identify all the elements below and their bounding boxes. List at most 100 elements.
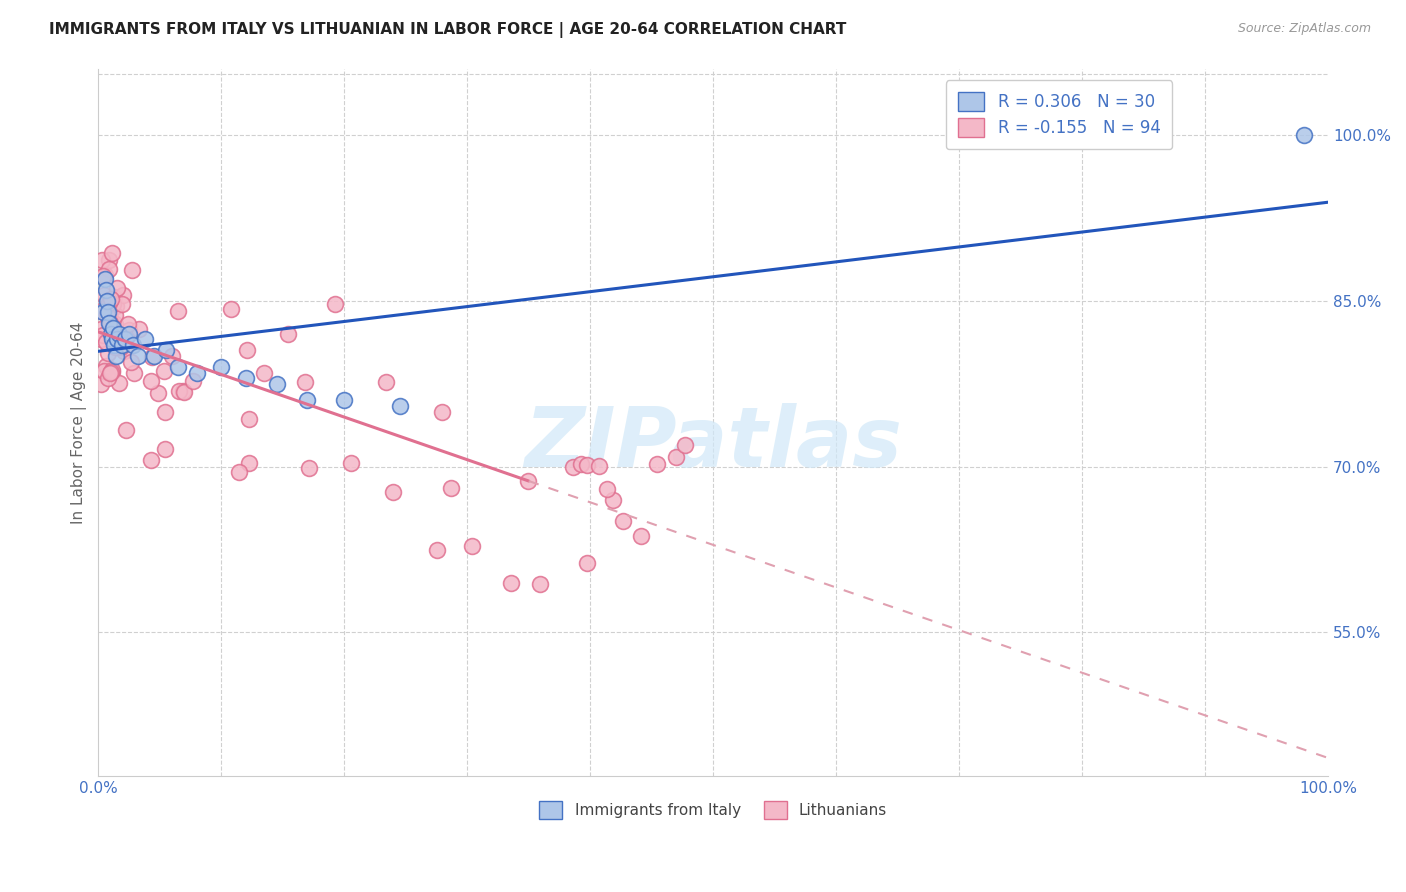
Point [602,493,624,508]
Point [115,423,138,437]
Point [277,326,299,341]
Point [104,299,127,313]
Point [105,281,128,295]
Point [209,360,232,375]
Point [153,442,176,456]
Point [108,326,131,341]
Point [101,333,124,347]
Point [173,384,195,399]
Point [155,404,177,418]
Point [98,253,121,268]
Point [96,293,118,308]
Point [93,364,115,378]
Point [112,343,135,358]
Text: Source: ZipAtlas.com: Source: ZipAtlas.com [1237,22,1371,36]
Point [100,326,122,341]
Point [340,457,363,471]
Point [98,366,121,380]
Point [100,292,122,306]
Point [517,474,540,488]
Point [562,459,585,474]
Point [382,485,405,500]
Point [118,326,141,341]
Point [103,290,125,304]
Point [374,375,396,389]
Point [111,338,134,352]
Point [139,374,162,388]
Point [94,335,117,350]
Y-axis label: In Labor Force | Age 20-64: In Labor Force | Age 20-64 [72,321,87,524]
Point [155,343,177,358]
Point [105,333,128,347]
Point [100,245,122,260]
Point [461,539,484,553]
Point [100,365,122,379]
Point [238,412,260,426]
Point [93,271,115,285]
Point [103,325,125,339]
Point [94,283,117,297]
Point [388,399,411,413]
Point [297,393,319,408]
Point [1292,128,1315,142]
Point [630,529,652,543]
Point [576,458,599,472]
Point [127,349,149,363]
Point [94,268,117,282]
Point [98,316,121,330]
Point [97,262,120,277]
Point [97,346,120,360]
Point [101,363,124,377]
Point [596,482,619,496]
Point [576,557,599,571]
Point [96,309,118,323]
Point [98,317,121,331]
Point [569,457,592,471]
Point [103,338,125,352]
Point [101,325,124,339]
Point [104,309,127,323]
Point [93,328,115,343]
Point [426,542,449,557]
Point [101,321,124,335]
Point [103,296,125,310]
Point [117,317,139,331]
Point [97,295,120,310]
Point [121,338,143,352]
Point [90,303,112,318]
Point [110,340,132,354]
Point [612,514,634,528]
Point [104,317,127,331]
Point [141,452,163,467]
Point [183,374,205,388]
Point [90,376,112,391]
Point [153,364,176,378]
Point [160,349,183,363]
Point [111,287,134,301]
Point [124,366,146,380]
Point [645,457,668,471]
Point [141,351,163,365]
Point [120,355,142,369]
Point [219,302,242,317]
Point [94,359,117,374]
Point [186,366,208,380]
Point [146,386,169,401]
Point [90,322,112,336]
Point [97,305,120,319]
Point [100,313,122,327]
Point [298,461,321,475]
Point [588,459,610,474]
Point [97,371,120,385]
Point [166,304,188,318]
Point [121,263,143,277]
Point [430,405,453,419]
Point [664,450,686,464]
Point [142,349,165,363]
Point [107,376,129,390]
Point [167,360,190,375]
Text: ZIPatlas: ZIPatlas [524,403,903,484]
Point [236,343,259,358]
Point [529,577,551,591]
Point [93,288,115,302]
